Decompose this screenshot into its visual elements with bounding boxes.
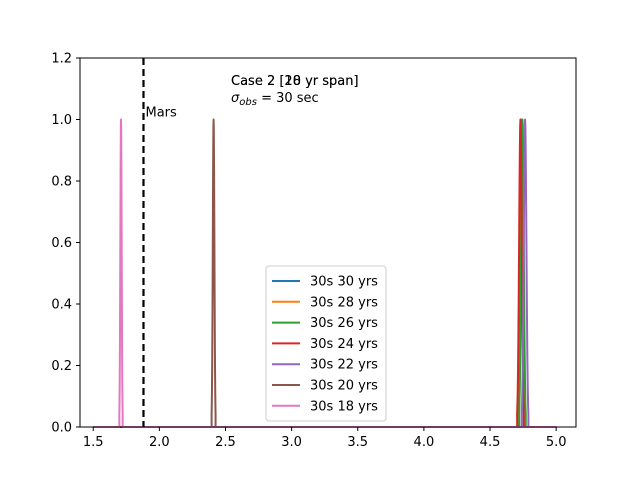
legend-label-4: 30s 22 yrs	[310, 358, 378, 373]
legend-label-3: 30s 24 yrs	[310, 337, 378, 352]
y-tick-label-3: 0.6	[51, 236, 72, 251]
legend-label-1: 30s 28 yrs	[310, 295, 378, 310]
sigma-subscript: obs	[239, 97, 257, 108]
x-axis: 1.5 2.0 2.5 3.0 3.5 4.0 4.5 5.0	[83, 427, 567, 450]
sigma-symbol: σ	[231, 91, 240, 106]
y-tick-label-6: 1.2	[51, 52, 72, 67]
x-tick-label-6: 4.5	[480, 435, 501, 450]
x-tick-label-4: 3.5	[347, 435, 368, 450]
series-line-2	[93, 118, 557, 428]
y-tick-label-4: 0.8	[51, 175, 72, 190]
legend-label-2: 30s 26 yrs	[310, 316, 378, 331]
annotation-sigma: σobs = 30 sec	[231, 91, 319, 108]
case-annotation: Case 2 [18 yr span] Case 2 [20 yr span] …	[231, 74, 359, 108]
y-tick-label-0: 0.0	[51, 421, 72, 436]
legend: 30s 30 yrs 30s 28 yrs 30s 26 yrs 30s 24 yrs…	[265, 265, 387, 422]
y-tick-label-1: 0.2	[51, 359, 72, 374]
series-line-6	[93, 118, 557, 428]
legend-label-0: 30s 30 yrs	[310, 275, 378, 290]
y-tick-label-2: 0.4	[51, 298, 72, 313]
mars-label: Mars	[145, 106, 177, 121]
x-tick-label-0: 1.5	[83, 435, 104, 450]
series-line-5	[93, 118, 557, 428]
annotation-line-1: Case 2 [18 yr span]	[231, 74, 359, 89]
annotation-line-2: Case 2 [20 yr span]	[231, 74, 359, 89]
x-tick-label-5: 4.0	[414, 435, 435, 450]
sigma-value: = 30 sec	[257, 91, 319, 106]
x-tick-label-2: 2.5	[215, 435, 236, 450]
series-line-4	[93, 118, 557, 428]
y-axis: 0.0 0.2 0.4 0.6 0.8 1.0 1.2	[51, 52, 80, 436]
series-layer	[93, 118, 557, 428]
legend-box	[265, 265, 387, 422]
x-tick-label-3: 3.0	[281, 435, 302, 450]
reference-line-layer: Mars	[142, 58, 177, 427]
legend-label-5: 30s 20 yrs	[310, 379, 378, 394]
y-tick-label-5: 1.0	[51, 113, 72, 128]
x-tick-label-7: 5.0	[546, 435, 567, 450]
x-tick-label-1: 2.0	[149, 435, 170, 450]
legend-label-6: 30s 18 yrs	[310, 399, 378, 414]
